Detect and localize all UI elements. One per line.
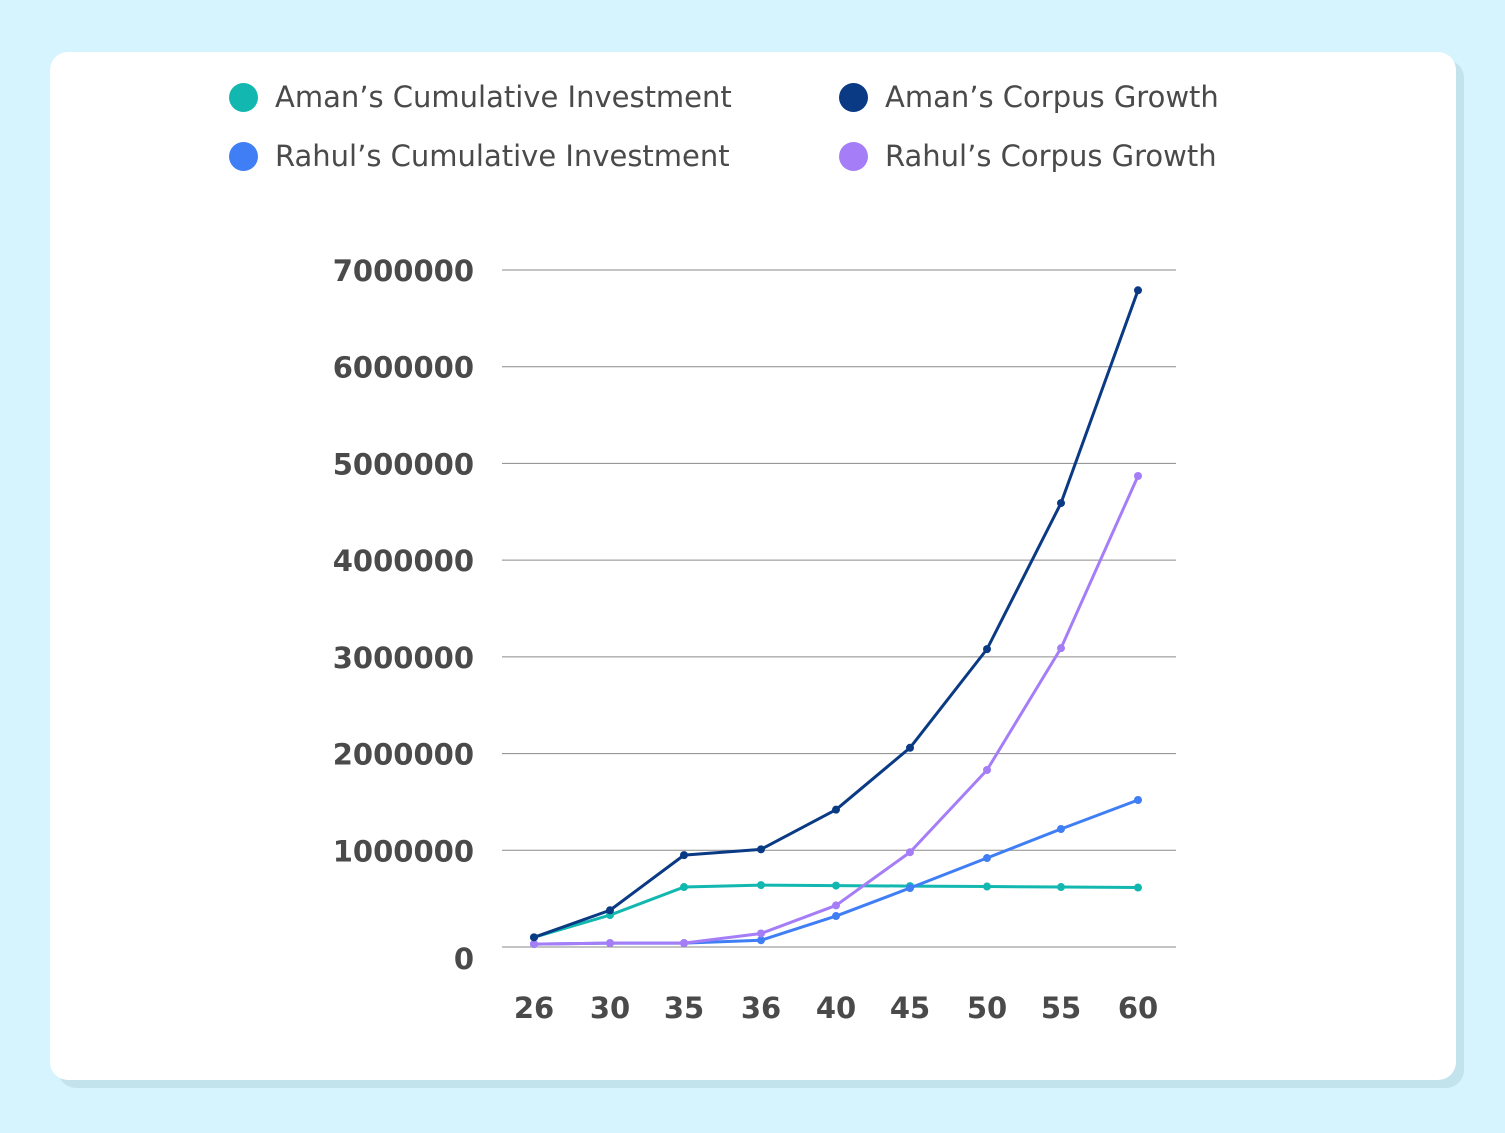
x-tick-label: 26	[514, 991, 554, 1025]
data-point	[1057, 883, 1065, 892]
legend-label: Aman’s Cumulative Investment	[275, 80, 732, 114]
data-point	[680, 939, 688, 948]
data-point	[757, 936, 765, 945]
data-point	[1134, 472, 1142, 481]
data-point	[1057, 499, 1065, 508]
data-point	[530, 940, 538, 949]
y-tick-label: 2000000	[333, 738, 474, 772]
x-tick-label: 36	[741, 991, 781, 1025]
x-tick-label: 50	[967, 991, 1007, 1025]
legend-item-rahul-corpus: Rahul’s Corpus Growth	[839, 139, 1217, 173]
legend-item-rahul-cumulative: Rahul’s Cumulative Investment	[229, 139, 730, 173]
data-point	[832, 901, 840, 910]
x-tick-label: 35	[664, 991, 704, 1025]
legend-label: Rahul’s Corpus Growth	[885, 139, 1217, 173]
series-line-0	[533, 883, 1139, 939]
data-point	[832, 912, 840, 921]
data-point	[1134, 883, 1142, 892]
x-tick-label: 60	[1118, 991, 1158, 1025]
data-point	[983, 766, 991, 775]
y-tick-label: 0	[454, 942, 474, 976]
data-point	[680, 851, 688, 860]
series-line-2	[533, 798, 1139, 946]
y-tick-label: 1000000	[333, 834, 474, 868]
data-point	[1057, 644, 1065, 653]
data-point	[530, 933, 538, 942]
data-point	[757, 929, 765, 938]
data-point	[983, 882, 991, 891]
data-point	[906, 884, 914, 893]
series-line-1	[533, 289, 1140, 939]
data-point	[757, 881, 765, 890]
data-point	[832, 805, 840, 814]
legend-label: Aman’s Corpus Growth	[885, 80, 1219, 114]
data-point	[983, 645, 991, 654]
x-tick-label: 55	[1041, 991, 1081, 1025]
legend-dot-icon	[229, 141, 258, 171]
y-tick-label: 4000000	[333, 544, 474, 578]
legend-item-aman-cumulative: Aman’s Cumulative Investment	[229, 80, 732, 114]
legend-item-aman-corpus: Aman’s Corpus Growth	[839, 80, 1219, 114]
data-point	[606, 906, 614, 915]
series-line-3	[533, 475, 1140, 946]
data-point	[757, 845, 765, 854]
data-point	[832, 881, 840, 890]
data-point	[1134, 795, 1142, 804]
legend-dot-icon	[839, 82, 868, 112]
y-tick-label: 6000000	[333, 351, 474, 385]
x-tick-label: 45	[890, 991, 930, 1025]
y-tick-label: 3000000	[333, 641, 474, 675]
data-point	[606, 939, 614, 948]
y-tick-label: 7000000	[333, 254, 474, 288]
chart-card	[50, 52, 1456, 1080]
data-point	[1057, 825, 1065, 834]
legend-dot-icon	[229, 82, 258, 112]
data-point	[680, 883, 688, 892]
data-point	[906, 848, 914, 857]
x-tick-label: 30	[590, 991, 630, 1025]
x-tick-label: 40	[816, 991, 856, 1025]
legend-dot-icon	[839, 141, 868, 171]
data-point	[983, 854, 991, 863]
legend-label: Rahul’s Cumulative Investment	[275, 139, 730, 173]
data-point	[906, 743, 914, 752]
data-point	[1134, 286, 1142, 295]
y-tick-label: 5000000	[333, 447, 474, 481]
